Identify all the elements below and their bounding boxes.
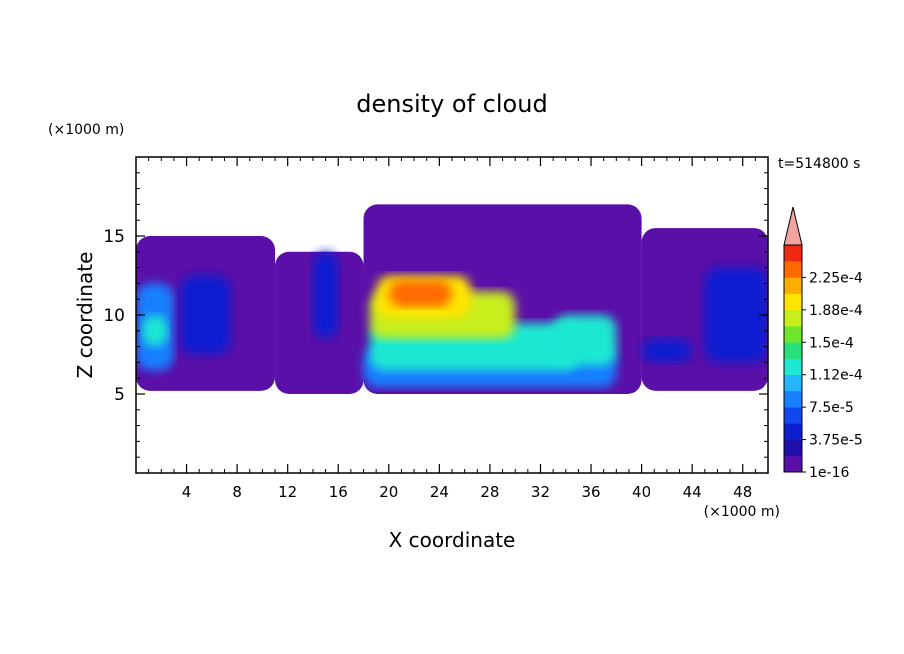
x-axis-label: X coordinate xyxy=(389,528,516,552)
x-tick-label: 48 xyxy=(733,483,752,501)
colorbar-swatch xyxy=(784,390,802,408)
y-unit-label: (×1000 m) xyxy=(48,122,124,138)
x-tick-label: 12 xyxy=(278,483,297,501)
colorbar-swatch xyxy=(784,374,802,392)
cloud-region xyxy=(180,275,231,355)
colorbar-swatch xyxy=(784,293,802,311)
cloud-region xyxy=(704,267,768,363)
colorbar-swatch xyxy=(784,342,802,359)
cloud-region xyxy=(142,315,168,347)
x-tick-label: 20 xyxy=(379,483,398,501)
colorbar-label: 3.75e-5 xyxy=(809,433,863,449)
y-tick-label: 5 xyxy=(114,385,125,405)
colorbar-swatch xyxy=(784,358,802,376)
colorbar-swatch xyxy=(784,455,802,473)
colorbar-label: 1e-16 xyxy=(809,465,849,481)
cloud-region xyxy=(553,315,617,366)
cloud-region xyxy=(312,251,339,339)
cloud-region xyxy=(388,280,452,308)
colorbar-frame xyxy=(783,244,803,473)
colorbar-label: 1.5e-4 xyxy=(809,335,854,351)
x-tick-label: 32 xyxy=(531,483,550,501)
y-axis-ticks: 5 10 15 xyxy=(103,172,768,458)
x-axis-ticks: 4 8 12 16 20 24 28 32 36 40 44 48 xyxy=(148,157,756,501)
y-tick-label: 10 xyxy=(103,306,125,326)
colorbar-swatch xyxy=(784,277,802,294)
y-axis-label: Z coordinate xyxy=(73,252,97,379)
colorbar-label: 7.5e-5 xyxy=(809,400,854,416)
cloud-field xyxy=(136,204,768,394)
x-tick-label: 28 xyxy=(480,483,499,501)
x-tick-label: 44 xyxy=(683,483,702,501)
x-tick-label: 40 xyxy=(632,483,651,501)
colorbar-swatch xyxy=(784,423,802,440)
colorbar-swatch xyxy=(784,326,802,343)
colorbar-label: 2.25e-4 xyxy=(809,270,863,286)
colorbar-label: 1.88e-4 xyxy=(809,303,863,319)
x-tick-label: 16 xyxy=(329,483,348,501)
colorbar: 1e-16 3.75e-5 7.5e-5 1.12e-4 1.5e-4 1.88e-4 2.… xyxy=(783,206,863,481)
x-unit-label: (×1000 m) xyxy=(704,504,780,520)
cloud-region xyxy=(641,338,693,363)
x-tick-label: 36 xyxy=(581,483,600,501)
x-tick-label: 8 xyxy=(232,483,242,501)
colorbar-swatch xyxy=(784,439,802,457)
colorbar-extend-arrow xyxy=(783,206,803,246)
x-tick-label: 24 xyxy=(430,483,449,501)
colorbar-swatch xyxy=(784,261,802,278)
chart-title: density of cloud xyxy=(356,90,547,118)
x-tick-label: 4 xyxy=(182,483,192,501)
colorbar-swatch xyxy=(784,245,802,262)
colorbar-swatch xyxy=(784,407,802,424)
time-label: t=514800 s xyxy=(778,156,860,172)
y-tick-label: 15 xyxy=(103,227,125,247)
colorbar-label: 1.12e-4 xyxy=(809,368,863,384)
colorbar-swatch xyxy=(784,309,802,327)
